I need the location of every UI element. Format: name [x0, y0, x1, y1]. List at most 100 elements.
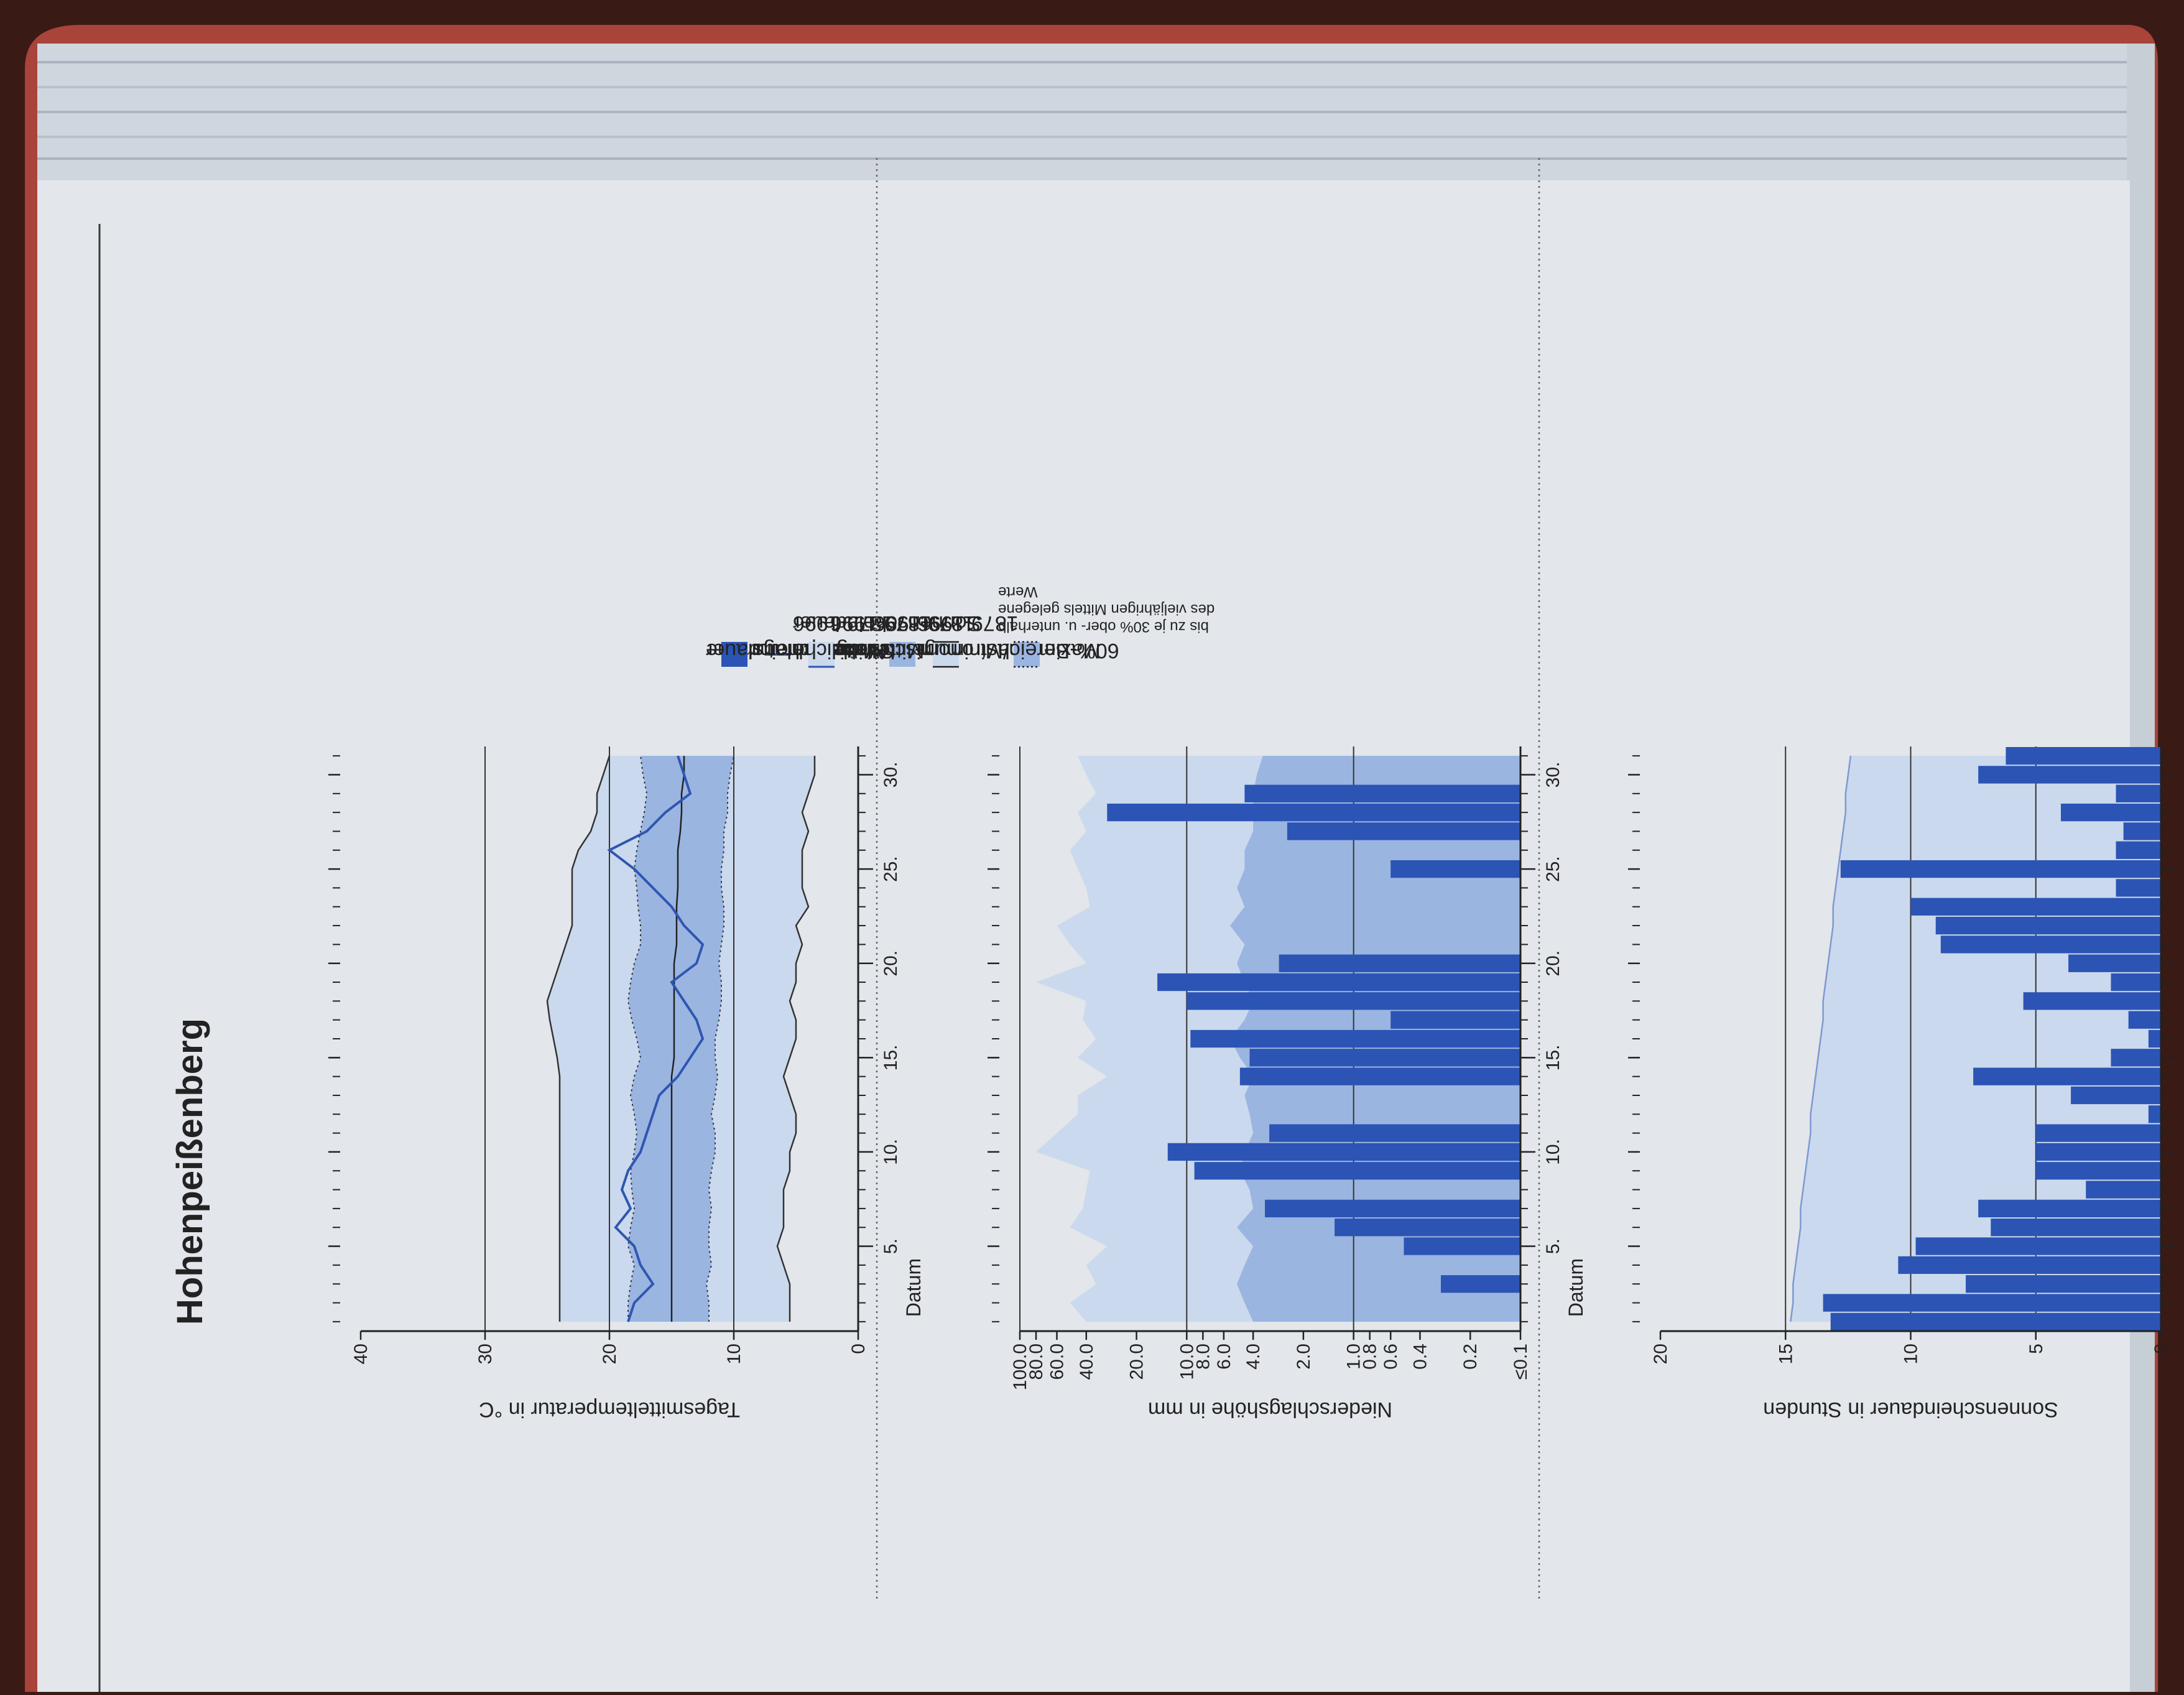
y-tick-label: 8.0	[1193, 1344, 1213, 1370]
x-tick-label: 20.	[881, 950, 901, 977]
y-tick-label: 0.2	[1460, 1344, 1481, 1370]
y-tick-label: 100.0	[1010, 1344, 1030, 1390]
legend-label: 1879-1996	[830, 611, 932, 635]
legend-label: Sonnenscheindauer	[706, 639, 894, 662]
x-axis-title: Datum	[902, 1258, 925, 1317]
precipitation-bar	[1287, 822, 1520, 840]
legend-note: bis zu je 30% ober- u. unterhalb	[998, 618, 1209, 635]
y-tick-label: 6.0	[1214, 1344, 1234, 1370]
legend-swatch-sixty	[1014, 642, 1040, 667]
y-tick-label: 30	[475, 1344, 496, 1364]
precipitation-bar	[1390, 1011, 1520, 1029]
y-tick-label: 4.0	[1243, 1344, 1264, 1370]
legend-label: Tagesmitteltemperatur	[749, 639, 958, 662]
legend-label: Maximum/Minimum	[917, 639, 1101, 662]
sunshine-bar	[1935, 916, 2161, 935]
legend-label: Maximum	[793, 639, 884, 662]
sunshine-bar	[1823, 1294, 2161, 1312]
precipitation-bar	[1167, 1143, 1520, 1161]
sunshine-bar	[1940, 936, 2162, 954]
page-stack-lines	[37, 61, 2127, 160]
sunshine-bar	[2111, 973, 2161, 991]
sunshine-bar	[1978, 766, 2162, 784]
precipitation-bar	[1440, 1275, 1520, 1293]
y-tick-label: 60.0	[1047, 1344, 1068, 1380]
temperature-chart: 5. 10. 15. 20. 25. 30. Datum 0 10 20 30 40 Tagesmitt…	[328, 583, 1215, 1421]
sunshine-bar	[2148, 1029, 2161, 1048]
sunshine-bar	[2116, 841, 2162, 859]
y-tick-label: 2.0	[1293, 1344, 1314, 1370]
y-tick-label: 40	[351, 1344, 371, 1364]
sixty-lower-line	[705, 755, 734, 1322]
x-tick-label: 10.	[881, 1139, 901, 1165]
sunshine-bar	[2086, 1181, 2161, 1199]
sixty-upper-line	[627, 756, 648, 1322]
y-tick-label: 15	[1775, 1344, 1796, 1364]
x-tick-label: 30.	[1543, 762, 1563, 788]
x-tick-label: 5.	[1543, 1238, 1563, 1254]
y-tick-label: 5	[2026, 1344, 2047, 1354]
sunshine-bar	[1973, 1067, 2161, 1085]
legend-label: Mittel	[874, 639, 924, 662]
minimum-line	[776, 756, 816, 1322]
legend-label: Sonnenscheindauer	[793, 611, 981, 635]
precipitation-bar	[1190, 1029, 1520, 1048]
precipitation-bar	[1107, 803, 1520, 822]
y-tick-label: 20	[1650, 1344, 1671, 1364]
mean-line	[670, 756, 685, 1322]
x-tick-label: 15.	[881, 1044, 901, 1070]
sunshine-bar	[2123, 822, 2161, 840]
legend-note: des vieljährigen Mittels gelegene	[998, 601, 1215, 618]
y-tick-label: 0	[848, 1344, 869, 1354]
precipitation-bar	[1244, 784, 1520, 802]
legend-swatch-astronomical	[808, 642, 835, 667]
precipitation-bar	[1335, 1219, 1521, 1237]
legend-label: 1879-1996	[917, 611, 1019, 635]
legend-label: 1879-1996	[874, 611, 975, 635]
y-tick-label: 1.0	[1344, 1344, 1364, 1370]
legend-label: 60%-Bereich	[998, 639, 1119, 662]
x-tick-label: 15.	[1543, 1044, 1563, 1070]
x-tick-label: 25.	[881, 856, 901, 882]
y-tick-label: 40.0	[1076, 1344, 1097, 1380]
y-tick-label: 0	[2151, 1344, 2172, 1354]
x-tick-label: 25.	[1543, 856, 1563, 882]
legend-label: astronomisch mögliche	[793, 639, 1009, 662]
precipitation-bar	[1279, 954, 1521, 972]
y-tick-label: 80.0	[1026, 1344, 1047, 1380]
sunshine-bar	[2061, 803, 2161, 822]
precipitation-bar	[1157, 973, 1520, 991]
sunshine-bar	[2068, 954, 2161, 972]
x-axis-title: Datum	[1565, 1258, 1587, 1317]
y-axis-title: Sonnenscheindauer in Stunden	[1763, 1398, 2058, 1421]
sunshine-bar	[1910, 898, 2161, 916]
y-axis-title: Niederschlagshöhe in mm	[1148, 1398, 1392, 1421]
y-tick-label: 20	[599, 1344, 620, 1364]
legend-note: Werte	[998, 583, 1038, 600]
sunshine-bar	[2035, 1162, 2161, 1180]
precipitation-bar	[1187, 992, 1521, 1010]
y-tick-label: 10.0	[1177, 1344, 1197, 1380]
sunshine-bar	[2111, 1049, 2161, 1067]
sunshine-bar	[2006, 747, 2161, 765]
y-tick-label: 20.0	[1127, 1344, 1147, 1380]
legend-label: Mittel	[830, 639, 881, 662]
sunshine-bar	[2035, 1143, 2161, 1161]
y-tick-label: 0.4	[1410, 1344, 1430, 1370]
sunshine-bar	[2148, 1105, 2161, 1123]
page-title: Hohenpeißenberg	[170, 1018, 210, 1325]
y-tick-label: 0.6	[1381, 1344, 1401, 1370]
sunshine-bar	[2116, 784, 2162, 802]
maximum-line	[546, 755, 611, 1322]
y-tick-label: 0.8	[1360, 1344, 1381, 1370]
precipitation-bar	[1404, 1237, 1521, 1255]
precipitation-chart: 5. 10. 15. 20. 25. 30. Datum ≤0.1 0.2 0.4 0.60.81.…	[706, 611, 1587, 1421]
sixty-percent-band	[628, 756, 734, 1322]
x-tick-label: 10.	[1543, 1139, 1563, 1165]
sunshine-chart: 5. 10. 15. 20. 25. 30. Datum 0 5 10 15 20 Sonnensche…	[706, 611, 2184, 1421]
precipitation-bar	[1265, 1199, 1520, 1218]
y-axis-title: Tagesmitteltemperatur in °C	[479, 1398, 740, 1421]
legend-swatch-mean	[889, 642, 915, 667]
sunshine-bar	[1840, 860, 2162, 878]
